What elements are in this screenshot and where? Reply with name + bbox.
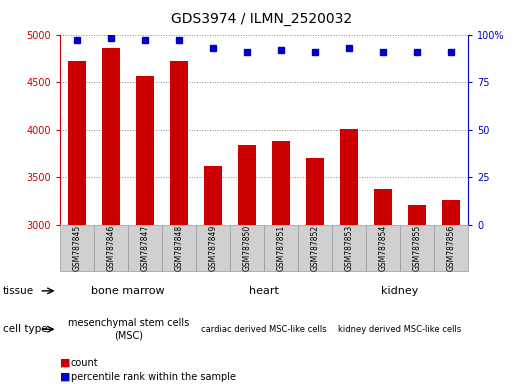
Text: mesenchymal stem cells
(MSC): mesenchymal stem cells (MSC) [67, 318, 189, 340]
Bar [442, 200, 460, 225]
Text: GSM787847: GSM787847 [141, 225, 150, 271]
Text: GSM787854: GSM787854 [379, 225, 388, 271]
Text: ■: ■ [60, 358, 71, 368]
Bar [374, 189, 392, 225]
Text: cardiac derived MSC-like cells: cardiac derived MSC-like cells [201, 325, 327, 334]
Bar [204, 166, 222, 225]
Text: kidney: kidney [381, 286, 419, 296]
Text: count: count [71, 358, 98, 368]
Bar [272, 141, 290, 225]
Text: tissue: tissue [3, 286, 34, 296]
Bar [102, 48, 120, 225]
Text: GSM787853: GSM787853 [345, 225, 354, 271]
Text: bone marrow: bone marrow [92, 286, 165, 296]
Bar [238, 145, 256, 225]
Text: GSM787845: GSM787845 [73, 225, 82, 271]
Text: GSM787848: GSM787848 [175, 225, 184, 271]
Bar [408, 205, 426, 225]
Text: kidney derived MSC-like cells: kidney derived MSC-like cells [338, 325, 462, 334]
Text: GSM787850: GSM787850 [243, 225, 252, 271]
Text: cell type: cell type [3, 324, 47, 334]
Text: GSM787851: GSM787851 [277, 225, 286, 271]
Bar [340, 129, 358, 225]
Text: GSM787856: GSM787856 [447, 225, 456, 271]
Bar [306, 158, 324, 225]
Text: GSM787852: GSM787852 [311, 225, 320, 271]
Bar [136, 76, 154, 225]
Text: GSM787846: GSM787846 [107, 225, 116, 271]
Text: percentile rank within the sample: percentile rank within the sample [71, 372, 235, 382]
Text: ■: ■ [60, 372, 71, 382]
Text: GSM787849: GSM787849 [209, 225, 218, 271]
Text: heart: heart [249, 286, 279, 296]
Text: GDS3974 / ILMN_2520032: GDS3974 / ILMN_2520032 [171, 12, 352, 25]
Bar [170, 61, 188, 225]
Text: GSM787855: GSM787855 [413, 225, 422, 271]
Bar [68, 61, 86, 225]
